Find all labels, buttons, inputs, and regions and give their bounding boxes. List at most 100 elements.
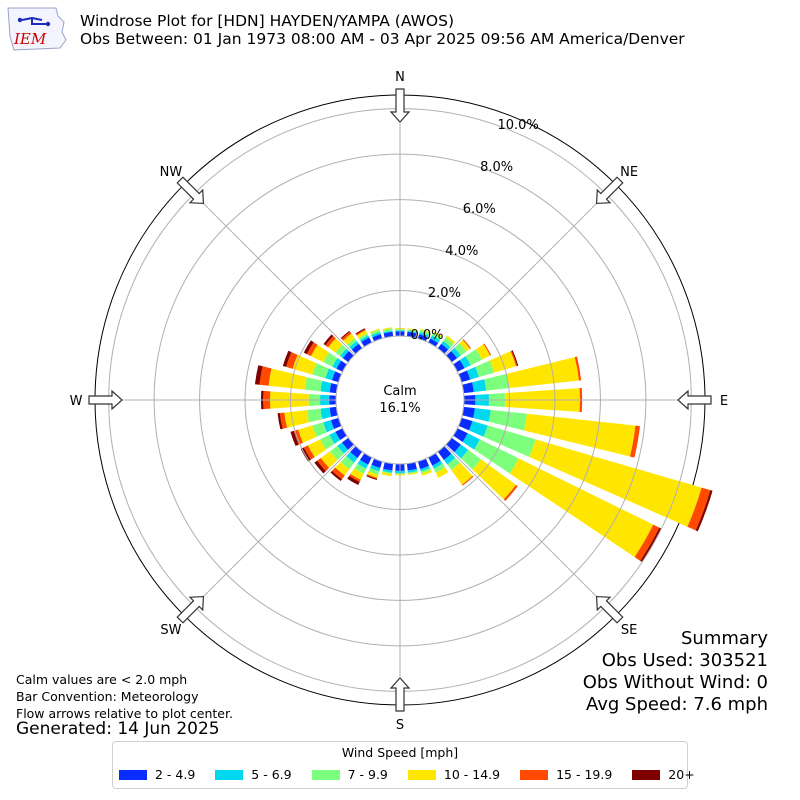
windrose-bar-segment xyxy=(695,490,713,532)
windrose-bar-segment xyxy=(336,360,347,372)
windrose-bar-segment xyxy=(335,461,350,476)
windrose-bar-segment xyxy=(451,347,461,359)
windrose-bar-segment xyxy=(454,444,469,459)
flow-arrow-e xyxy=(677,389,712,411)
bar-convention-note: Bar Convention: Meteorology xyxy=(16,689,199,704)
windrose-bar-segment xyxy=(347,338,357,348)
legend-label: 7 - 9.9 xyxy=(347,767,388,782)
legend-swatch xyxy=(215,769,244,780)
windrose-bar-segment xyxy=(310,344,329,363)
windrose-bar-segment xyxy=(357,459,369,469)
windrose-bar-segment xyxy=(372,334,383,342)
windrose-bar-segment xyxy=(483,343,492,356)
calm-definition-note: Calm values are < 2.0 mph xyxy=(16,672,188,687)
flow-arrow-se xyxy=(595,595,624,624)
windrose-bar-segment xyxy=(432,460,443,469)
windrose-bar-segment xyxy=(350,468,364,480)
windrose-bar-segment xyxy=(509,458,654,558)
windrose-bar-segment xyxy=(475,344,491,360)
windrose-bar-segment xyxy=(312,422,327,437)
windrose-bar-segment xyxy=(268,368,307,390)
windrose-bar-segment xyxy=(419,331,429,338)
windrose-bar-segment xyxy=(640,527,662,563)
legend-label: 15 - 19.9 xyxy=(556,767,613,782)
windrose-bar-segment xyxy=(383,330,393,334)
windrose-bar-segment xyxy=(441,340,451,350)
axis-labels: 0.0% 2.0% 4.0% 6.0% 8.0% 10.0% N NE E SE S SW W NW xyxy=(70,70,729,733)
legend-label: 20+ xyxy=(668,767,695,782)
windrose-bar-segment xyxy=(332,358,342,369)
spoke-sw xyxy=(183,444,356,617)
windrose-bar-segment xyxy=(303,445,315,460)
windrose-bar-segment xyxy=(320,407,332,420)
windrose-bar-segment xyxy=(354,463,367,474)
windrose-bar-segment xyxy=(453,428,468,442)
windrose-bar-segment xyxy=(503,484,518,501)
windrose-bar-segment xyxy=(447,457,461,471)
legend-label: 5 - 6.9 xyxy=(251,767,292,782)
windrose-bar-segment xyxy=(420,465,430,472)
legend-entry: 20+ xyxy=(632,767,695,782)
legend-swatch xyxy=(632,769,661,780)
windrose-bar-segment xyxy=(382,471,393,474)
windrose-bar-segment xyxy=(337,442,349,454)
windrose-bar-segment xyxy=(451,462,473,485)
windrose-bar-segment xyxy=(329,383,338,394)
flow-arrow-n xyxy=(389,88,411,123)
flow-arrow-s xyxy=(389,677,411,712)
windrose-bar-segment xyxy=(454,343,467,356)
flow-arrows xyxy=(88,88,712,712)
windrose-bar-segment xyxy=(433,463,446,473)
chart-subtitle: Obs Between: 01 Jan 1973 08:00 AM - 03 A… xyxy=(80,30,685,48)
windrose-bar-segment xyxy=(317,457,330,472)
windrose-bar-segment xyxy=(462,382,474,394)
windrose-bar-segment xyxy=(406,462,417,471)
windrose-bar-segment xyxy=(466,366,479,380)
calm-value: 16.1% xyxy=(379,401,420,416)
windrose-bar-segment xyxy=(408,472,418,475)
spoke-se xyxy=(444,444,617,617)
radial-ring xyxy=(335,335,465,465)
windrose-bar-segment xyxy=(510,350,518,367)
radial-tick-label: 2.0% xyxy=(428,286,461,301)
windrose-bar-segment xyxy=(329,406,338,417)
radial-tick-label: 6.0% xyxy=(463,202,496,217)
windrose-bar-segment xyxy=(307,439,326,458)
windrose-bar-segment xyxy=(459,339,471,352)
windrose-bar-segment xyxy=(472,459,516,500)
spoke-nw xyxy=(183,183,356,356)
windrose-bar-segment xyxy=(462,339,471,349)
radial-tick-label: 8.0% xyxy=(480,160,513,175)
windrose-bar-segment xyxy=(484,373,509,391)
windrose-bar-segment xyxy=(465,349,482,366)
windrose-bar-segment xyxy=(443,453,456,465)
windrose-bar-segment xyxy=(443,337,454,348)
flow-arrow-ne xyxy=(595,176,624,205)
windrose-bar-segment xyxy=(459,356,471,369)
windrose-bar-segment xyxy=(473,408,491,422)
flow-arrow-nw xyxy=(176,176,205,205)
windrose-bar-segment xyxy=(325,336,336,348)
windrose-bar-segment xyxy=(342,350,354,363)
legend-items: 2 - 4.9 5 - 6.9 7 - 9.9 10 - 14.9 15 - 19.9 2… xyxy=(119,767,715,782)
windrose-bar-segment xyxy=(341,437,354,450)
windrose-bar-segment xyxy=(329,445,344,461)
windrose-bar-segment xyxy=(428,338,439,347)
windrose-bar-segment xyxy=(303,340,314,355)
spoke-ne xyxy=(444,183,617,356)
windrose-bar-segment xyxy=(320,380,332,393)
compass-label-n: N xyxy=(395,70,405,85)
windrose-bar-segment xyxy=(335,344,347,357)
legend-swatch xyxy=(311,769,340,780)
flow-arrow-sw xyxy=(176,595,205,624)
windrose-bar-segment xyxy=(435,467,449,478)
windrose-bar-segment xyxy=(407,330,417,334)
windrose-bar-segment xyxy=(314,460,326,474)
legend-entry: 5 - 6.9 xyxy=(215,767,292,782)
windrose-bar-segment xyxy=(483,425,536,458)
windrose-bar-segment xyxy=(458,417,473,431)
compass-label-ne: NE xyxy=(620,165,638,180)
flow-arrows-note: Flow arrows relative to plot center. xyxy=(16,706,233,721)
radial-tick-label: 10.0% xyxy=(497,118,538,133)
windrose-bar-segment xyxy=(574,356,582,381)
